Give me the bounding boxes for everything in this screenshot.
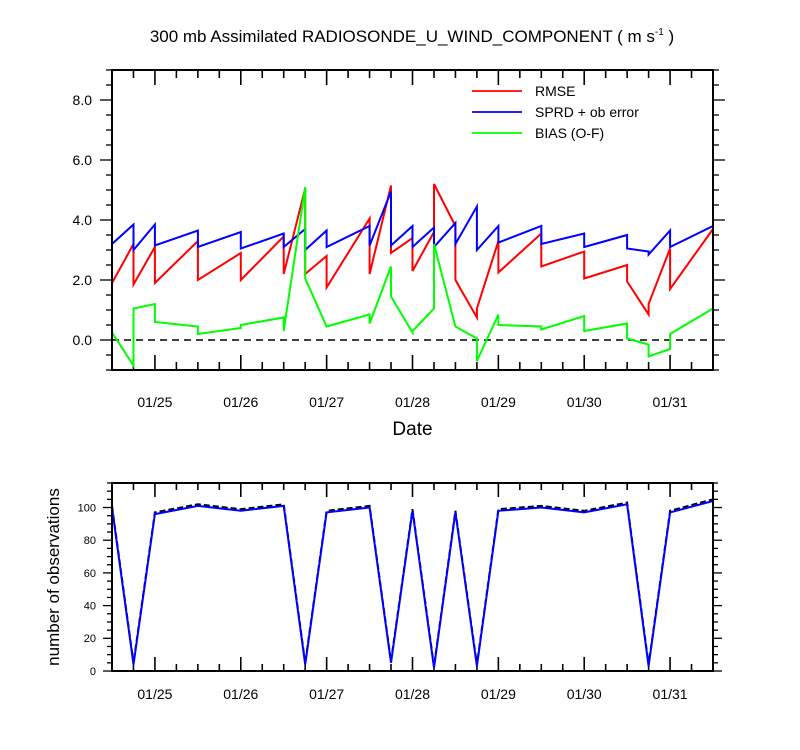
x-axis-label: Date	[392, 419, 432, 440]
y-tick-label: 2.0	[73, 272, 93, 288]
x-tick-label: 01/26	[223, 686, 258, 702]
legend-label: RMSE	[535, 83, 575, 99]
y-tick-label: 80	[84, 535, 96, 547]
x-tick-label: 01/26	[223, 394, 258, 410]
plot-frame	[111, 69, 714, 371]
y-tick-label: 100	[78, 502, 96, 514]
x-ticks	[111, 70, 714, 370]
y-tick-label: 0	[90, 666, 96, 678]
chart-title-end: )	[664, 27, 674, 46]
x-tick-label: 01/27	[309, 686, 344, 702]
chart-title: 300 mb Assimilated RADIOSONDE_U_WIND_COM…	[150, 27, 674, 46]
y-tick-label: 6.0	[73, 152, 93, 168]
x-tick-label: 01/29	[481, 686, 516, 702]
legend-label: SPRD + ob error	[535, 104, 639, 120]
x-tick-label: 01/30	[567, 686, 602, 702]
y-tick-label: 40	[84, 600, 96, 612]
chart-title-main: 300 mb Assimilated RADIOSONDE_U_WIND_COM…	[150, 27, 655, 46]
x-tick-label: 01/28	[395, 394, 430, 410]
y-axis-label: number of observations	[44, 488, 63, 666]
x-tick-label: 01/30	[567, 394, 602, 410]
series-line-sprd-ob-error	[111, 191, 714, 258]
series-line-rmse	[111, 183, 714, 322]
plot-frame	[111, 482, 714, 672]
y-tick-label: 0.0	[73, 332, 93, 348]
series-line-observations-used	[111, 500, 714, 668]
x-tick-label: 01/31	[653, 394, 688, 410]
y-tick-label: 4.0	[73, 212, 93, 228]
top-panel: 01/25 01/26 01/27 01/28 01/29 01/30 01/31 0.0 2.…	[73, 69, 725, 440]
y-tick-label: 20	[84, 633, 96, 645]
x-tick-label: 01/28	[395, 686, 430, 702]
chart-title-superscript: -1	[655, 27, 664, 38]
series-line-observations-possible	[111, 498, 714, 667]
series-line-bias-o-f	[111, 186, 714, 369]
x-tick-label: 01/29	[481, 394, 516, 410]
x-tick-label: 01/25	[137, 686, 172, 702]
legend: RMSE SPRD + ob error BIAS (O-F)	[472, 83, 639, 141]
x-ticks	[111, 483, 714, 671]
y-tick-label: 60	[84, 568, 96, 580]
legend-label: BIAS (O-F)	[535, 125, 604, 141]
bottom-panel: 01/25 01/26 01/27 01/28 01/29 01/30 01/31 0 20 40…	[44, 482, 722, 702]
x-tick-label: 01/27	[309, 394, 344, 410]
x-tick-label: 01/25	[137, 394, 172, 410]
x-tick-label: 01/31	[653, 686, 688, 702]
y-tick-label: 8.0	[73, 92, 93, 108]
